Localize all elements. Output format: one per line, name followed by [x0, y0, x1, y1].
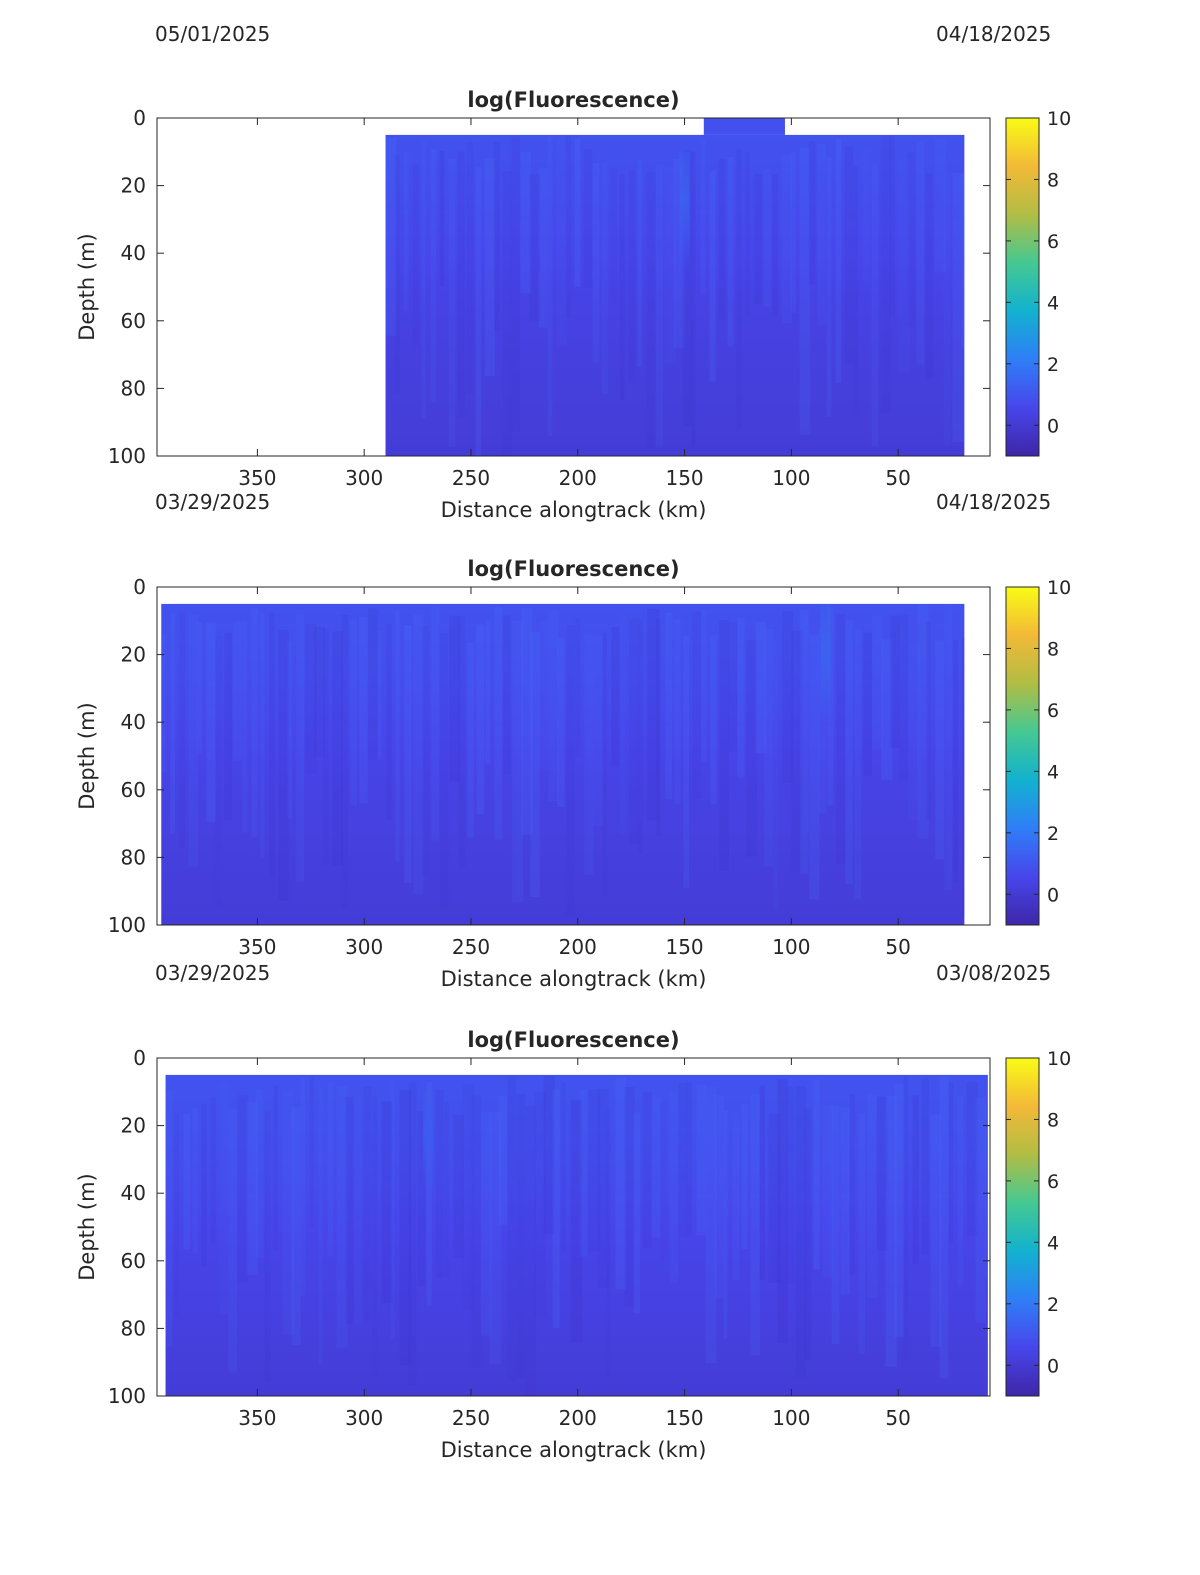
colorbar-tick-label: 6 [1047, 1171, 1059, 1193]
y-tick-label: 0 [133, 1046, 146, 1070]
x-tick-label: 250 [452, 466, 490, 490]
x-axis-label: Distance alongtrack (km) [441, 1438, 707, 1462]
y-tick-label: 60 [121, 309, 146, 333]
x-tick-label: 200 [559, 466, 597, 490]
chart-panel-2: 350 300 250 200 150 100 50020406080100log(Fluo… [75, 557, 1071, 991]
colorbar-tick-label: 0 [1047, 415, 1059, 437]
y-tick-label: 80 [121, 376, 146, 400]
y-tick-label: 60 [121, 1249, 146, 1273]
heatmap-highlight [820, 603, 831, 723]
colorbar: 0 2 4 6 8 10 [1005, 108, 1071, 457]
colorbar-tick-label: 8 [1047, 638, 1059, 660]
colorbar-tick-label: 2 [1047, 354, 1059, 376]
y-tick-label: 100 [108, 1384, 146, 1408]
colorbar-tick-label: 2 [1047, 1294, 1059, 1316]
axes-box [156, 1057, 991, 1397]
y-tick-label: 20 [121, 1114, 146, 1138]
x-tick-label: 250 [452, 935, 490, 959]
chart-title: log(Fluorescence) [467, 88, 679, 112]
heatmap-highlight [423, 1091, 434, 1194]
chart-panel-1: 350 300 250 200 150 100 50020406080100log(Fluo… [75, 88, 1071, 522]
colorbar-tick-label: 10 [1047, 1048, 1071, 1070]
colorbar-tick-label: 4 [1047, 1232, 1059, 1254]
y-tick-label: 80 [121, 1316, 146, 1340]
y-tick-label: 100 [108, 444, 146, 468]
y-tick-label: 60 [121, 778, 146, 802]
colorbar-tick-label: 8 [1047, 169, 1059, 191]
colorbar-tick-label: 2 [1047, 823, 1059, 845]
heatmap-texture [161, 603, 965, 918]
x-axis-label: Distance alongtrack (km) [441, 498, 707, 522]
x-tick-label: 350 [238, 1406, 276, 1430]
y-tick-label: 40 [121, 1181, 146, 1205]
x-tick-label: 200 [559, 1406, 597, 1430]
y-tick-label: 20 [121, 174, 146, 198]
heatmap-field [165, 1074, 988, 1396]
colorbar-tick-label: 0 [1047, 884, 1059, 906]
date-label-left-2: 03/29/2025 [155, 490, 271, 514]
x-tick-label: 100 [772, 466, 810, 490]
x-tick-label: 350 [238, 466, 276, 490]
x-tick-label: 300 [345, 935, 383, 959]
x-tick-label: 100 [772, 1406, 810, 1430]
colorbar-tick-label: 6 [1047, 231, 1059, 253]
colorbar-tick-label: 10 [1047, 577, 1071, 599]
heatmap-texture [385, 134, 965, 456]
y-tick-label: 80 [121, 845, 146, 869]
y-tick-label: 100 [108, 913, 146, 937]
colorbar-tick-label: 4 [1047, 292, 1059, 314]
y-tick-label: 40 [121, 241, 146, 265]
chart-title: log(Fluorescence) [467, 557, 679, 581]
x-tick-label: 350 [238, 935, 276, 959]
date-label-right-2: 04/18/2025 [936, 490, 1052, 514]
y-tick-label: 20 [121, 643, 146, 667]
heatmap-highlight [679, 151, 690, 271]
axes-box [156, 586, 991, 926]
y-axis-label: Depth (m) [75, 233, 99, 340]
colorbar: 0 2 4 6 8 10 [1005, 1048, 1071, 1397]
surface-patch [703, 118, 785, 135]
x-tick-label: 150 [665, 935, 703, 959]
x-tick-label: 250 [452, 1406, 490, 1430]
date-label-left-3: 03/29/2025 [155, 961, 271, 985]
x-tick-label: 50 [885, 935, 910, 959]
y-axis-label: Depth (m) [75, 1173, 99, 1280]
x-tick-label: 200 [559, 935, 597, 959]
heatmap-texture [165, 1075, 988, 1396]
y-axis-label: Depth (m) [75, 702, 99, 809]
colorbar-tick-label: 8 [1047, 1109, 1059, 1131]
date-label-right-1: 04/18/2025 [936, 22, 1052, 46]
x-tick-label: 50 [885, 1406, 910, 1430]
y-tick-label: 0 [133, 575, 146, 599]
x-axis-label: Distance alongtrack (km) [441, 967, 707, 991]
date-label-right-3: 03/08/2025 [936, 961, 1052, 985]
colorbar-tick-label: 10 [1047, 108, 1071, 130]
axes-box [156, 117, 991, 457]
x-tick-label: 300 [345, 466, 383, 490]
chart-title: log(Fluorescence) [467, 1028, 679, 1052]
colorbar-tick-label: 0 [1047, 1355, 1059, 1377]
colorbar-tick-label: 4 [1047, 761, 1059, 783]
x-tick-label: 300 [345, 1406, 383, 1430]
x-tick-label: 150 [665, 1406, 703, 1430]
x-tick-label: 50 [885, 466, 910, 490]
heatmap-field [385, 134, 965, 456]
chart-panel-3: 350 300 250 200 150 100 50020406080100log(Fluo… [75, 1028, 1071, 1462]
y-tick-label: 40 [121, 710, 146, 734]
colorbar: 0 2 4 6 8 10 [1005, 577, 1071, 926]
x-tick-label: 150 [665, 466, 703, 490]
y-tick-label: 0 [133, 106, 146, 130]
date-label-left-1: 05/01/2025 [155, 22, 271, 46]
colorbar-tick-label: 6 [1047, 700, 1059, 722]
x-tick-label: 100 [772, 935, 810, 959]
